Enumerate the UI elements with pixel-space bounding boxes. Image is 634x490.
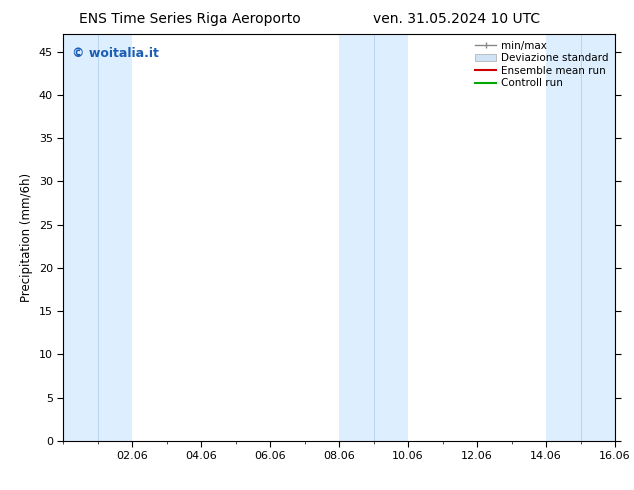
Bar [546,34,581,441]
Bar [63,34,98,441]
Legend: min/max, Deviazione standard, Ensemble mean run, Controll run: min/max, Deviazione standard, Ensemble m… [472,37,612,92]
Bar [373,34,408,441]
Text: ENS Time Series Riga Aeroporto: ENS Time Series Riga Aeroporto [79,12,301,26]
Y-axis label: Precipitation (mm/6h): Precipitation (mm/6h) [20,173,34,302]
Text: ven. 31.05.2024 10 UTC: ven. 31.05.2024 10 UTC [373,12,540,26]
Text: © woitalia.it: © woitalia.it [72,47,158,59]
Bar [581,34,615,441]
Bar [98,34,133,441]
Bar [339,34,373,441]
